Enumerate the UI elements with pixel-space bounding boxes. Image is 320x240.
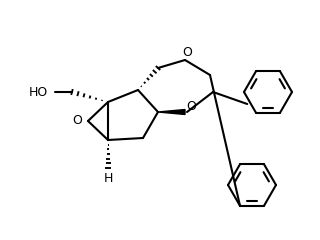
Text: H: H (103, 172, 113, 185)
Polygon shape (158, 109, 185, 114)
Text: HO: HO (28, 85, 48, 98)
Text: O: O (182, 46, 192, 59)
Text: O: O (72, 114, 82, 127)
Text: O: O (186, 101, 196, 114)
